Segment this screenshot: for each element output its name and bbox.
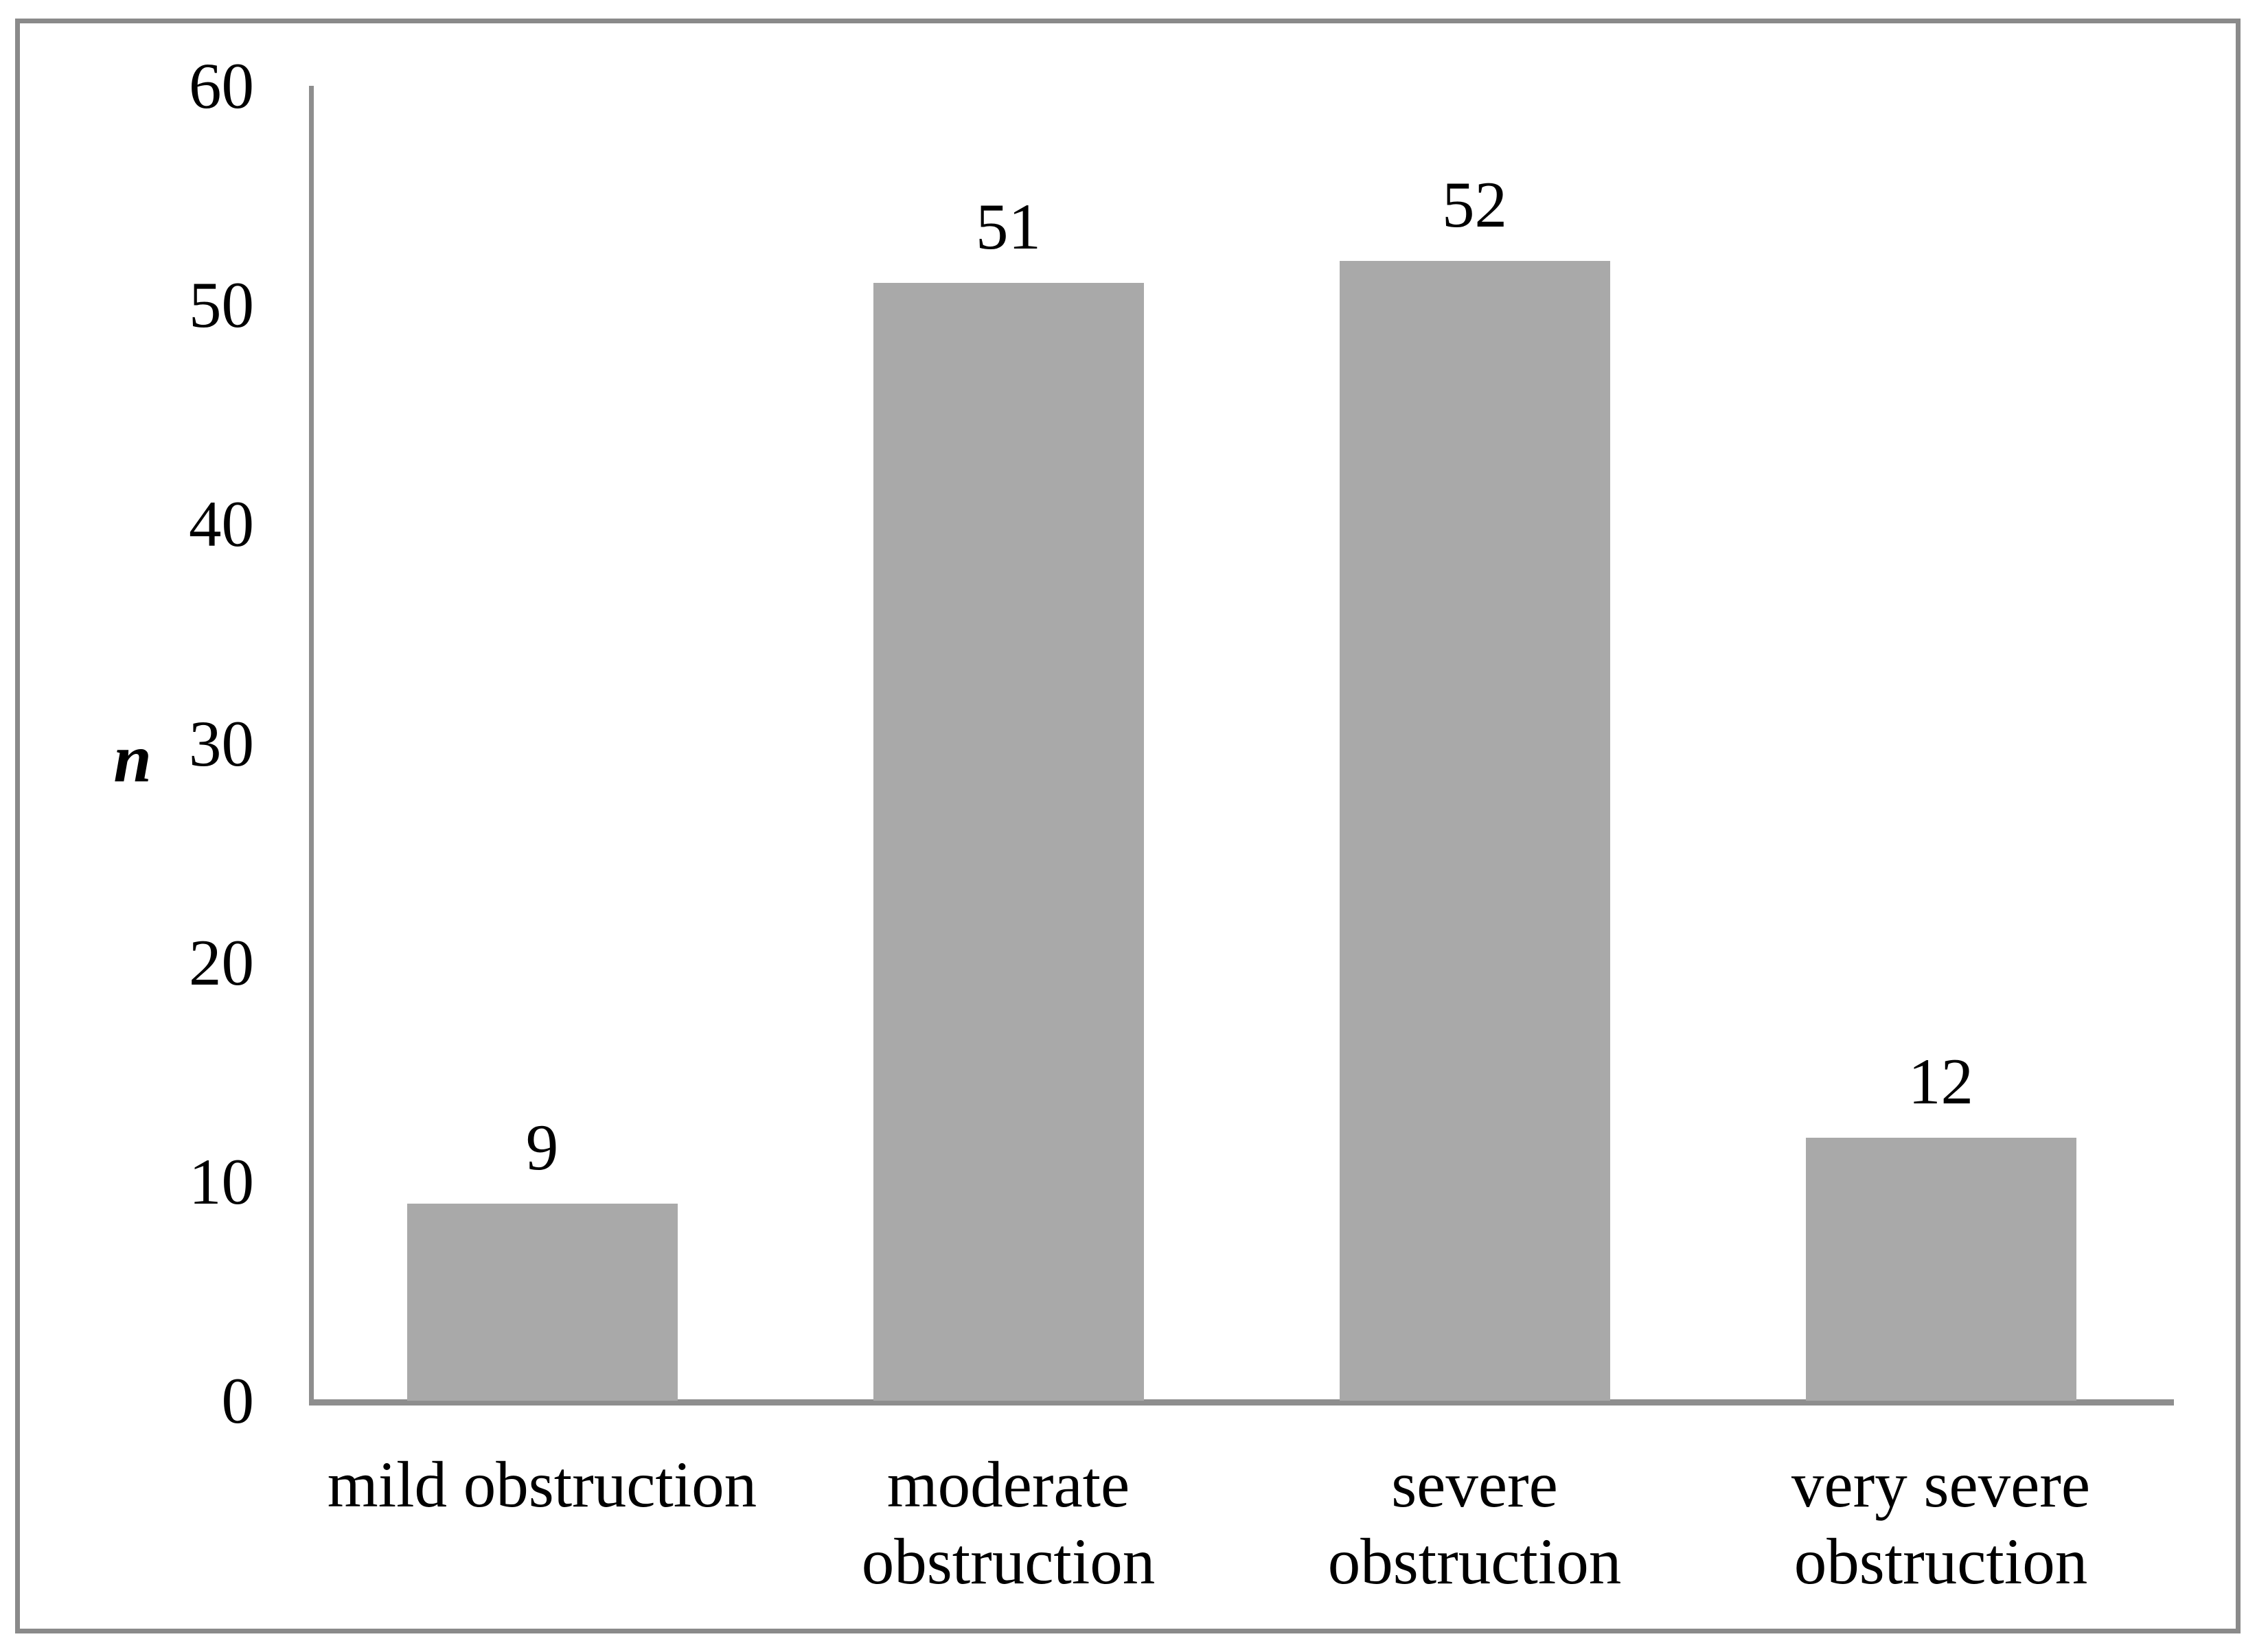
bar-value-label: 52: [1442, 168, 1507, 241]
y-tick-label: 10: [189, 1145, 254, 1218]
x-axis-line: [309, 1399, 2174, 1406]
y-tick-label: 60: [189, 49, 254, 122]
y-tick-label: 0: [221, 1364, 255, 1437]
bar-value-label: 9: [525, 1111, 559, 1184]
bar: [406, 1204, 678, 1401]
x-category-label: mild obstruction: [327, 1448, 757, 1521]
y-tick-label: 50: [189, 268, 254, 342]
y-axis-title: n: [113, 720, 152, 796]
y-axis-line: [309, 86, 314, 1401]
bar: [873, 283, 1144, 1401]
x-category-label: very severe obstruction: [1791, 1448, 2091, 1598]
bar-value-label: 12: [1908, 1045, 1973, 1118]
y-tick-label: 30: [189, 707, 254, 780]
bar: [1805, 1138, 2076, 1401]
y-tick-label: 20: [189, 926, 254, 999]
x-category-label: severe obstruction: [1327, 1448, 1622, 1598]
y-tick-label: 40: [189, 487, 254, 561]
figure-border: [15, 19, 2241, 1633]
bar: [1339, 261, 1610, 1401]
x-category-label: moderate obstruction: [861, 1448, 1156, 1598]
bar-value-label: 51: [976, 190, 1041, 263]
